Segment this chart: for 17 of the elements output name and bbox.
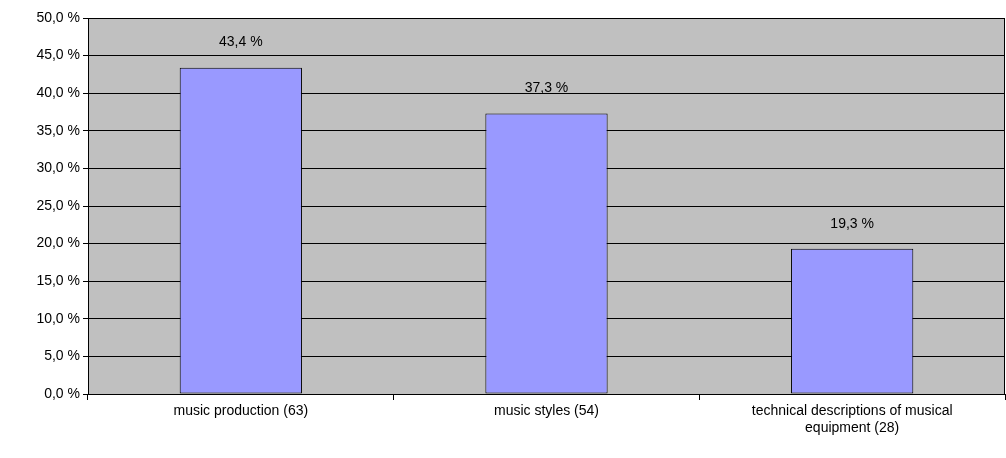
y-tick-label: 5,0 % [44, 347, 80, 364]
y-tick-label: 40,0 % [36, 84, 80, 101]
y-tick-label: 50,0 % [36, 8, 80, 25]
y-tick-label: 15,0 % [36, 272, 80, 289]
x-tick-label: music production (63) [173, 402, 309, 419]
data-label: 19,3 % [830, 214, 874, 231]
data-label: 37,3 % [524, 79, 569, 96]
y-tick-label: 10,0 % [36, 309, 80, 326]
x-tick-label: music styles (54) [493, 402, 600, 419]
y-tick-label: 25,0 % [36, 196, 80, 213]
x-tick-label: technical descriptions of musical equipment (28) [751, 402, 953, 436]
y-tick-label: 0,0 % [44, 384, 80, 401]
y-tick-label: 35,0 % [36, 121, 80, 138]
y-tick-label: 20,0 % [36, 234, 80, 251]
y-tick-label: 45,0 % [36, 46, 80, 63]
data-label: 43,4 % [219, 33, 263, 50]
y-tick-label: 30,0 % [36, 159, 80, 176]
